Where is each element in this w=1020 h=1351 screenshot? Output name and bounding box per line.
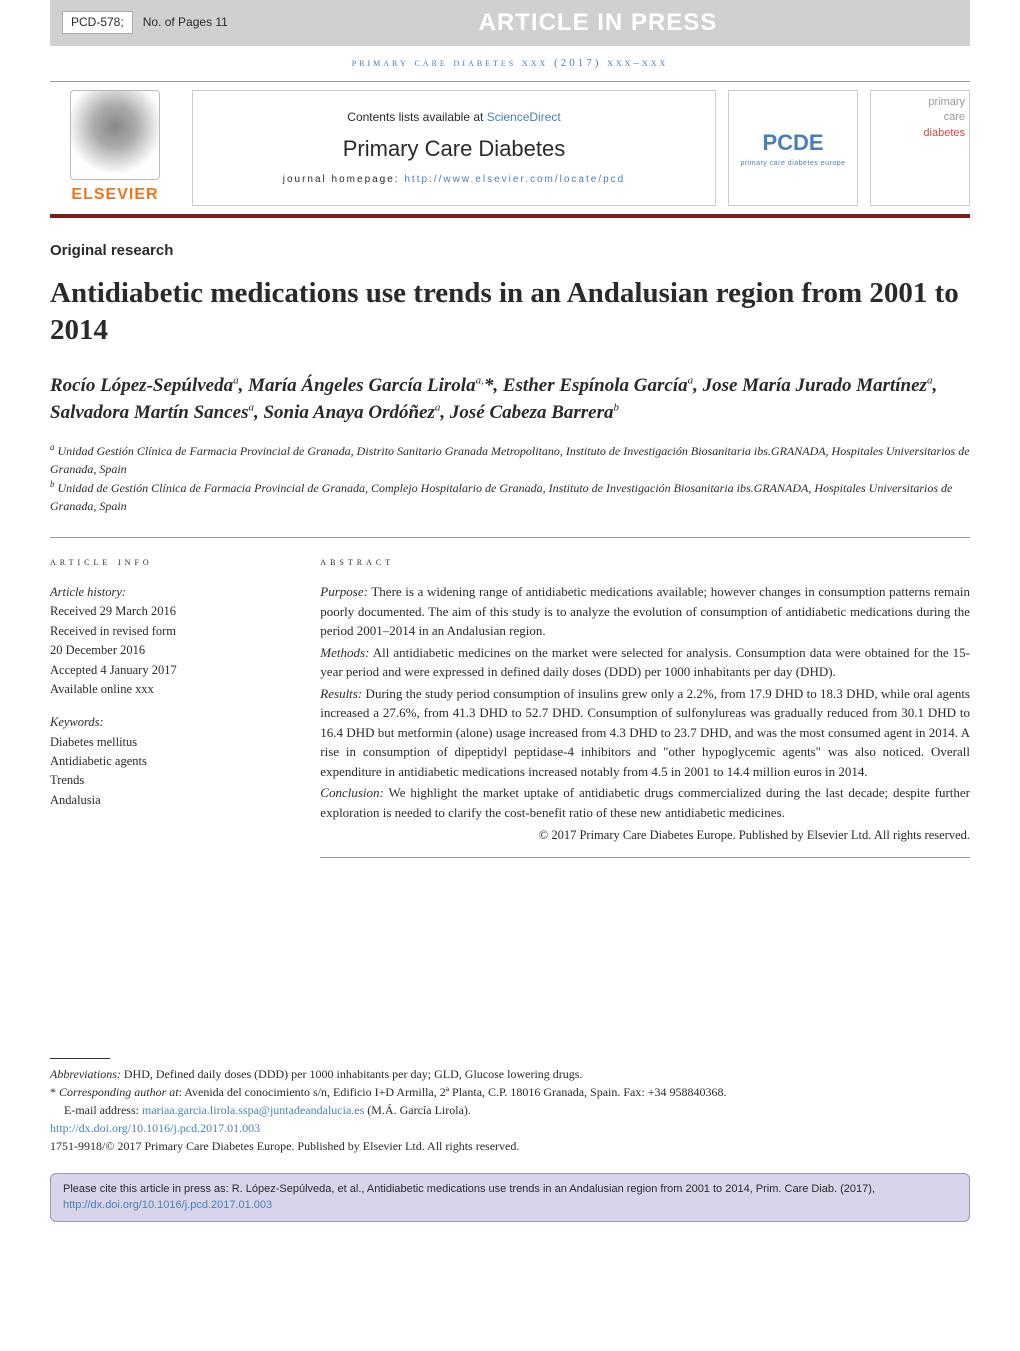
journal-title: Primary Care Diabetes <box>213 134 695 165</box>
masthead-center: Contents lists available at ScienceDirec… <box>192 90 716 206</box>
contents-prefix: Contents lists available at <box>347 110 486 124</box>
page-count: No. of Pages 11 <box>143 14 228 31</box>
pcde-text: PCDE <box>762 128 823 159</box>
email-link[interactable]: mariaa.garcia.lirola.sspa@juntadeandaluc… <box>142 1103 364 1117</box>
masthead: ELSEVIER Contents lists available at Sci… <box>50 81 970 218</box>
article-title: Antidiabetic medications use trends in a… <box>50 275 970 348</box>
author-list: Rocío López-Sepúlvedaa, María Ángeles Ga… <box>50 372 970 427</box>
purpose-label: Purpose: <box>320 584 368 599</box>
affiliation-a-text: Unidad Gestión Clínica de Farmacia Provi… <box>50 444 970 476</box>
conclusion-text: We highlight the market uptake of antidi… <box>320 785 970 820</box>
contents-available-line: Contents lists available at ScienceDirec… <box>213 109 695 126</box>
corresponding-author-line: * Corresponding author at: Avenida del c… <box>50 1083 970 1101</box>
keywords-label: Keywords: <box>50 713 290 732</box>
elsevier-wordmark: ELSEVIER <box>71 184 158 206</box>
affiliation-b-text: Unidad de Gestión Clínica de Farmacia Pr… <box>50 481 952 513</box>
abstract-purpose: Purpose: There is a widening range of an… <box>320 582 970 641</box>
sciencedirect-link[interactable]: ScienceDirect <box>487 110 561 124</box>
homepage-link[interactable]: http://www.elsevier.com/locate/pcd <box>404 174 625 185</box>
homepage-prefix: journal homepage: <box>283 174 405 185</box>
cover-word-1: primary <box>928 95 965 110</box>
keywords-block: Keywords: Diabetes mellitus Antidiabetic… <box>50 713 290 810</box>
abstract-methods: Methods: All antidiabetic medicines on t… <box>320 643 970 682</box>
elsevier-tree-icon <box>70 90 160 180</box>
keyword-2: Trends <box>50 771 290 790</box>
affiliations: a Unidad Gestión Clínica de Farmacia Pro… <box>50 441 970 515</box>
corr-text: : Avenida del conocimiento s/n, Edificio… <box>179 1085 727 1099</box>
affiliation-a: a Unidad Gestión Clínica de Farmacia Pro… <box>50 441 970 478</box>
history-line-0: Received 29 March 2016 <box>50 602 290 621</box>
journal-reference: primary care diabetes xxx (2017) xxx–xxx <box>50 46 970 81</box>
purpose-text: There is a widening range of antidiabeti… <box>320 584 970 638</box>
article-body-columns: article info Article history: Received 2… <box>50 537 970 858</box>
article-info-column: article info Article history: Received 2… <box>50 554 290 858</box>
abbrev-label: Abbreviations: <box>50 1067 121 1081</box>
history-line-4: Available online xxx <box>50 680 290 699</box>
elsevier-logo[interactable]: ELSEVIER <box>50 90 180 206</box>
cover-word-2: care <box>944 110 965 125</box>
corr-label: Corresponding author at <box>59 1085 179 1099</box>
email-suffix: (M.Á. García Lirola). <box>364 1103 471 1117</box>
history-line-1: Received in revised form <box>50 622 290 641</box>
abstract-column: abstract Purpose: There is a widening ra… <box>320 554 970 858</box>
history-label: Article history: <box>50 583 290 602</box>
article-in-press-banner: ARTICLE IN PRESS <box>238 6 958 40</box>
keyword-1: Antidiabetic agents <box>50 752 290 771</box>
abstract-bottom-rule <box>320 857 970 858</box>
methods-label: Methods: <box>320 645 369 660</box>
email-label: E-mail address: <box>64 1103 142 1117</box>
abstract-results: Results: During the study period consump… <box>320 684 970 782</box>
copyright-line: © 2017 Primary Care Diabetes Europe. Pub… <box>320 826 970 845</box>
history-line-2: 20 December 2016 <box>50 641 290 660</box>
journal-cover-thumbnail: primary care diabetes <box>870 90 970 206</box>
abbreviations-line: Abbreviations: DHD, Defined daily doses … <box>50 1065 970 1083</box>
cite-doi-link[interactable]: http://dx.doi.org/10.1016/j.pcd.2017.01.… <box>63 1199 272 1211</box>
footer-block: Abbreviations: DHD, Defined daily doses … <box>50 1058 970 1155</box>
pcde-logo: PCDE primary care diabetes europe <box>728 90 858 206</box>
header-bar: PCD-578; No. of Pages 11 ARTICLE IN PRES… <box>50 0 970 46</box>
affiliation-b: b Unidad de Gestión Clínica de Farmacia … <box>50 478 970 515</box>
email-line: E-mail address: mariaa.garcia.lirola.ssp… <box>50 1101 970 1119</box>
cite-text: Please cite this article in press as: R.… <box>63 1183 875 1195</box>
article-code: PCD-578; <box>62 11 133 34</box>
abstract-heading: abstract <box>320 554 970 571</box>
doi-line: http://dx.doi.org/10.1016/j.pcd.2017.01.… <box>50 1119 970 1137</box>
homepage-line: journal homepage: http://www.elsevier.co… <box>213 173 695 187</box>
abbrev-text: DHD, Defined daily doses (DDD) per 1000 … <box>121 1067 583 1081</box>
issn-line: 1751-9918/© 2017 Primary Care Diabetes E… <box>50 1137 970 1155</box>
article-info-heading: article info <box>50 554 290 571</box>
footer-rule <box>50 1058 110 1059</box>
pcde-subtext: primary care diabetes europe <box>740 159 845 169</box>
abstract-conclusion: Conclusion: We highlight the market upta… <box>320 783 970 822</box>
results-text: During the study period consumption of i… <box>320 686 970 779</box>
article-history: Article history: Received 29 March 2016 … <box>50 583 290 699</box>
cover-word-3: diabetes <box>923 126 965 141</box>
results-label: Results: <box>320 686 362 701</box>
section-label: Original research <box>50 240 970 261</box>
citation-box: Please cite this article in press as: R.… <box>50 1173 970 1222</box>
keyword-0: Diabetes mellitus <box>50 733 290 752</box>
methods-text: All antidiabetic medicines on the market… <box>320 645 970 680</box>
conclusion-label: Conclusion: <box>320 785 384 800</box>
keyword-3: Andalusia <box>50 791 290 810</box>
doi-link[interactable]: http://dx.doi.org/10.1016/j.pcd.2017.01.… <box>50 1121 260 1135</box>
history-line-3: Accepted 4 January 2017 <box>50 661 290 680</box>
